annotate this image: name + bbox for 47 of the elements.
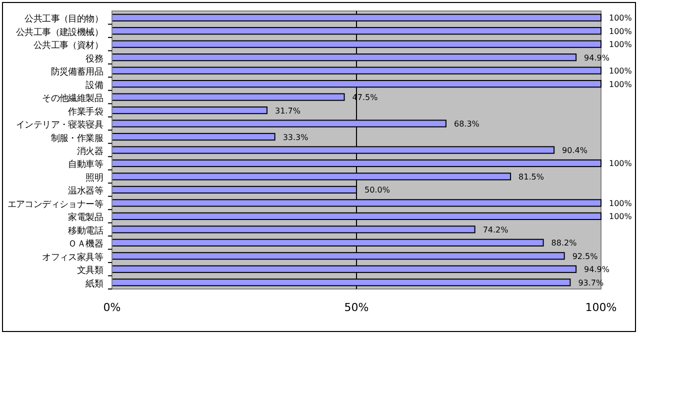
y-tick-label: 作業手袋 <box>67 106 104 118</box>
x-tick-label: 100% <box>585 301 617 314</box>
data-label: 100% <box>609 198 632 208</box>
y-tick-label: 制服・作業服 <box>50 132 104 144</box>
y-tick-label: 設備 <box>86 80 104 91</box>
data-label: 100% <box>609 26 632 36</box>
y-tick-label: ＯＡ機器 <box>68 238 104 250</box>
data-label: 100% <box>609 40 632 50</box>
data-label: 93.7% <box>578 278 604 288</box>
data-label: 100% <box>609 159 632 168</box>
y-tick-label: 文具類 <box>76 265 104 276</box>
data-label: 90.4% <box>562 146 588 155</box>
y-tick-label: 移動電話 <box>68 225 104 236</box>
data-label: 94.9% <box>584 53 610 62</box>
x-tick-label: 50% <box>344 301 369 314</box>
y-tick-label: 紙類 <box>86 278 104 290</box>
data-label: 33.3% <box>282 132 309 142</box>
data-label: 100% <box>609 66 632 76</box>
y-tick-label: 公共工事（建設機械） <box>16 26 103 38</box>
data-label: 94.9% <box>584 265 610 274</box>
y-tick-label: 消火器 <box>76 146 104 157</box>
data-label: 81.5% <box>518 172 544 182</box>
bar <box>112 132 276 141</box>
y-tick-label: エアコンディショナー等 <box>7 198 104 210</box>
data-label: 100% <box>609 80 632 89</box>
y-tick-label: 温水器等 <box>68 186 104 197</box>
data-label: 92.5% <box>572 252 598 261</box>
y-tick-label: 家電製品 <box>68 212 104 224</box>
y-tick-label: 公共工事（目的物） <box>24 14 103 25</box>
y-tick-label: オフィス家具等 <box>42 252 104 263</box>
y-tick-label: 自動車等 <box>68 159 104 170</box>
data-label: 74.2% <box>482 225 509 234</box>
y-tick-label: 役務 <box>86 53 104 64</box>
data-label: 50.0% <box>364 186 390 195</box>
x-tick-label: 0% <box>103 301 121 314</box>
data-label: 100% <box>609 212 632 222</box>
y-tick-label: インテリア・寝装寝具 <box>16 120 104 131</box>
y-tick-label: 防災備蓄用品 <box>50 66 104 78</box>
y-tick-label: 照明 <box>86 172 104 184</box>
y-tick-label: その他繊維製品 <box>42 93 104 104</box>
data-label: 31.7% <box>275 106 301 116</box>
y-tick-label: 公共工事（資材） <box>33 40 103 52</box>
data-label: 68.3% <box>454 120 480 129</box>
bar <box>112 106 268 114</box>
data-label: 88.2% <box>551 238 578 248</box>
bar <box>112 93 345 101</box>
data-label: 100% <box>609 14 632 23</box>
